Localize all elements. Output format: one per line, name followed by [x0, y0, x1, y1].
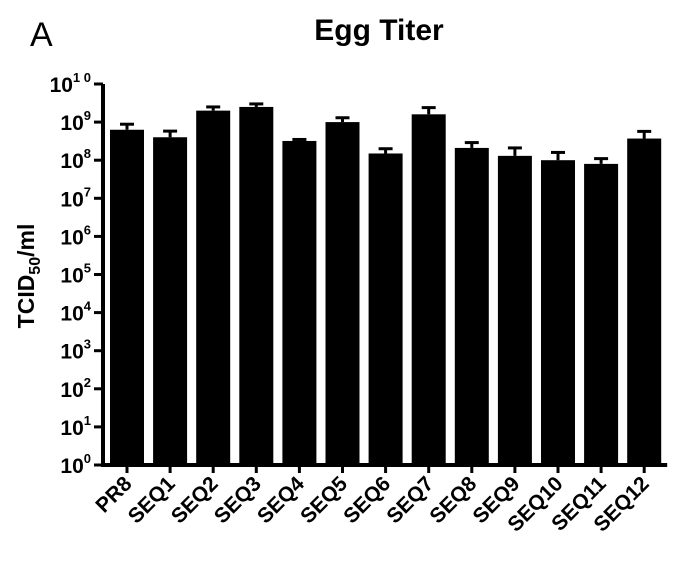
chart-title: Egg Titer [314, 14, 444, 47]
x-axis: PR8SEQ1SEQ2SEQ3SEQ4SEQ5SEQ6SEQ7SEQ8SEQ9S… [91, 463, 668, 536]
y-tick-label: 106 [60, 222, 91, 249]
y-tick-label: 101 [60, 413, 91, 440]
bar [541, 160, 575, 465]
x-tick-label: SEQ3 [210, 472, 266, 528]
y-tick-label: 109 [60, 108, 91, 135]
bar [627, 138, 662, 465]
x-tick-label: SEQ1 [124, 472, 180, 528]
x-tick-label: SEQ7 [382, 472, 438, 528]
y-axis-label-subscript: 50 [27, 257, 44, 275]
bar [368, 153, 403, 466]
y-tick-label: 100 [60, 451, 91, 478]
bar [497, 155, 532, 465]
bar [282, 140, 317, 465]
x-tick-label: SEQ5 [296, 472, 352, 528]
y-tick-label: 101 0 [50, 70, 91, 97]
y-tick-label: 104 [60, 299, 91, 326]
y-axis-label: TCID50/ml [13, 224, 44, 329]
y-axis-label-main: TCID [13, 275, 39, 329]
bars-layer [110, 102, 662, 466]
y-tick-label: 108 [60, 146, 91, 173]
bar [110, 129, 144, 466]
bar [325, 122, 360, 465]
bar [584, 163, 619, 465]
bar [411, 114, 446, 465]
x-tick-label: SEQ2 [167, 472, 223, 528]
y-tick-label: 107 [60, 184, 91, 211]
y-tick-label: 103 [60, 337, 91, 364]
bar [239, 106, 274, 466]
y-tick-label: 102 [60, 375, 91, 402]
x-tick-label: SEQ8 [425, 472, 481, 528]
bar [454, 147, 489, 465]
x-tick-label: SEQ4 [253, 472, 309, 528]
y-tick-label: 105 [60, 261, 91, 288]
panel-label: A [30, 16, 53, 54]
y-axis: 100 101 102 103 104 105 106 107 108 109 101 0 [50, 70, 105, 478]
y-axis-label-unit: /ml [13, 224, 39, 257]
bar [196, 110, 231, 465]
x-tick-label: SEQ6 [339, 472, 395, 528]
bar [153, 137, 188, 465]
